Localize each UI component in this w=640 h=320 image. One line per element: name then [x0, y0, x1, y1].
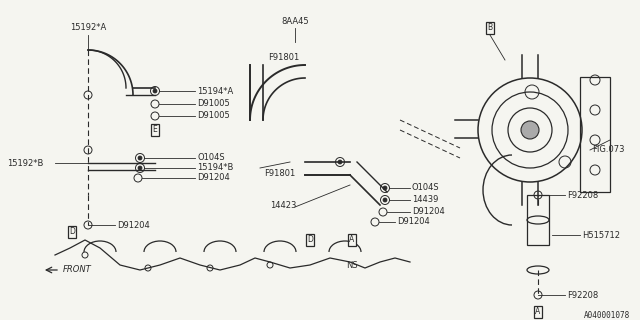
Text: 15192*A: 15192*A [70, 23, 106, 33]
Text: E: E [152, 125, 157, 134]
Circle shape [153, 89, 157, 93]
Circle shape [138, 166, 142, 170]
Text: F91801: F91801 [268, 53, 300, 62]
Circle shape [383, 198, 387, 202]
Text: F91801: F91801 [264, 169, 295, 178]
Text: A: A [349, 236, 355, 244]
Text: 15192*B: 15192*B [7, 158, 44, 167]
Circle shape [338, 160, 342, 164]
Text: FRONT: FRONT [63, 266, 92, 275]
Text: FIG.073: FIG.073 [592, 146, 625, 155]
Text: B: B [488, 23, 493, 33]
Text: O104S: O104S [412, 183, 440, 193]
Text: 14439: 14439 [412, 196, 438, 204]
Text: D: D [69, 228, 75, 236]
Circle shape [521, 121, 539, 139]
Text: D91204: D91204 [117, 220, 150, 229]
Text: A040001078: A040001078 [584, 311, 630, 320]
Text: D91005: D91005 [197, 100, 230, 108]
Text: F92208: F92208 [567, 190, 598, 199]
Text: D: D [307, 236, 313, 244]
Bar [580, 77, 610, 192]
Circle shape [383, 186, 387, 190]
Text: D91204: D91204 [197, 173, 230, 182]
Text: A: A [536, 308, 541, 316]
Text: O104S: O104S [197, 154, 225, 163]
Text: D91204: D91204 [412, 207, 445, 217]
Text: NS: NS [346, 260, 358, 269]
Text: F92208: F92208 [567, 291, 598, 300]
Text: 8AA45: 8AA45 [281, 18, 309, 27]
Circle shape [138, 156, 142, 160]
Text: 15194*A: 15194*A [197, 86, 233, 95]
Text: 15194*B: 15194*B [197, 164, 234, 172]
Text: 14423: 14423 [270, 201, 296, 210]
Text: D91005: D91005 [197, 111, 230, 121]
Text: D91204: D91204 [397, 218, 429, 227]
Bar [527, 195, 549, 245]
Text: H515712: H515712 [582, 230, 620, 239]
